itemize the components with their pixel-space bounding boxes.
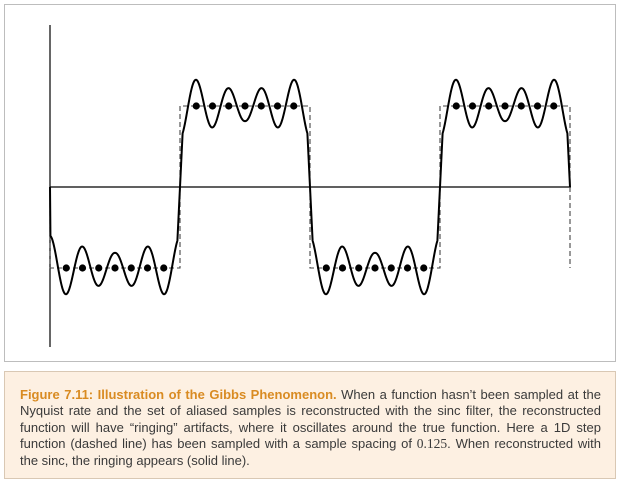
sample-dot xyxy=(111,264,119,272)
sample-dot xyxy=(403,264,412,272)
caption-spacing-value: 0.125 xyxy=(416,436,448,452)
figure-frame xyxy=(4,4,616,362)
sample-dot xyxy=(322,264,330,272)
sample-dot xyxy=(501,102,509,110)
reconstructed-sinc-curve xyxy=(49,78,571,296)
sample-dot xyxy=(338,264,347,272)
sample-dot xyxy=(95,264,103,272)
caption-body-2: . When reconstructed with the sinc, the … xyxy=(20,436,601,468)
sample-dot xyxy=(290,102,298,110)
sample-dot xyxy=(160,264,168,272)
sample-dot xyxy=(273,102,282,110)
sample-dot xyxy=(420,264,428,272)
sample-dot xyxy=(62,264,70,272)
gibbs-plot xyxy=(49,25,571,347)
sample-dot xyxy=(355,264,363,272)
sample-dot xyxy=(127,264,135,272)
sample-dot xyxy=(387,264,395,272)
sample-points xyxy=(62,102,558,272)
sample-dot xyxy=(468,102,477,110)
sample-dot xyxy=(371,264,379,272)
caption-body-1: When a function hasn’t been sampled at t… xyxy=(20,387,602,452)
sample-dot xyxy=(485,102,493,110)
sample-dot xyxy=(192,102,200,110)
sample-dot xyxy=(257,102,265,110)
sample-dot xyxy=(550,102,558,110)
sample-dot xyxy=(517,102,525,110)
figure-caption: Figure 7.11: Illustration of the Gibbs P… xyxy=(4,371,616,479)
sample-dot xyxy=(78,264,87,272)
sample-dot xyxy=(143,264,152,272)
sample-dot xyxy=(241,102,249,110)
sample-dot xyxy=(225,102,233,110)
sample-dot xyxy=(452,102,460,110)
caption-label: Figure 7.11: Illustration of the Gibbs P… xyxy=(20,387,337,402)
sample-dot xyxy=(208,102,217,110)
caption-text: Figure 7.11: Illustration of the Gibbs P… xyxy=(20,387,601,469)
sample-dot xyxy=(533,102,542,110)
